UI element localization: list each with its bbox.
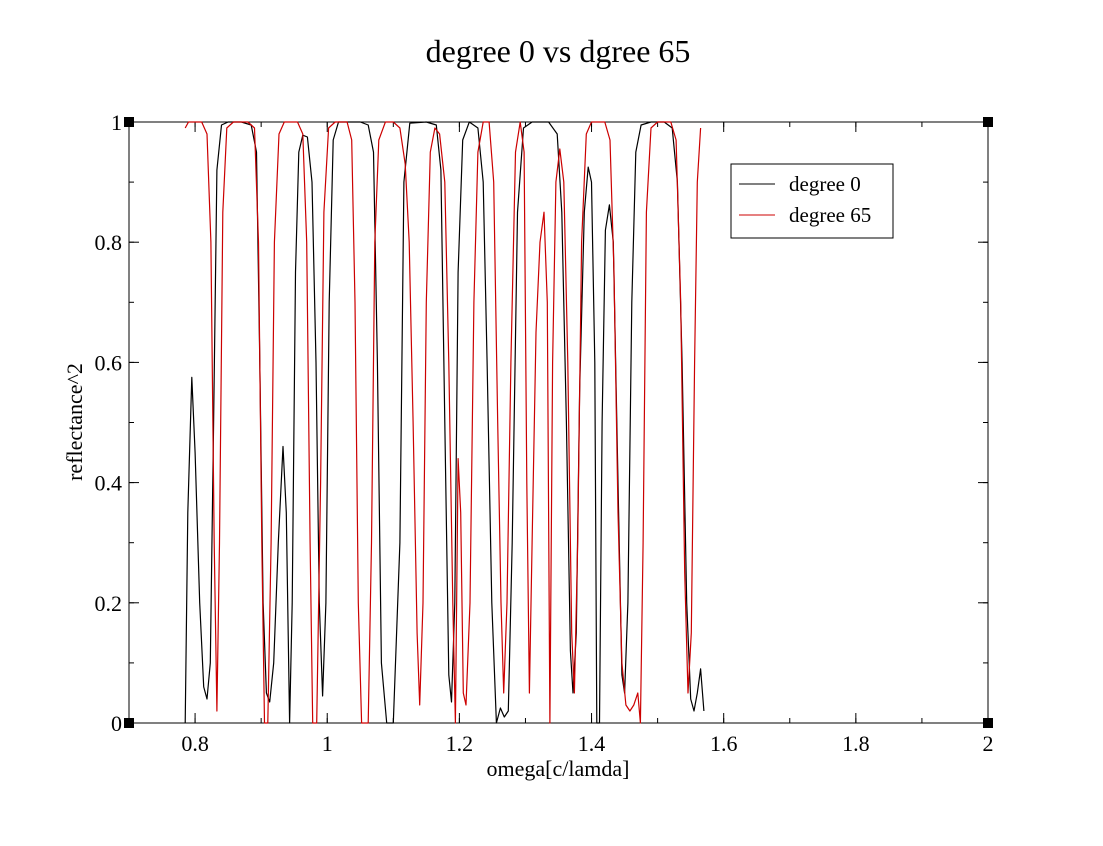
x-tick-label: 1.2	[446, 731, 474, 756]
corner-mark	[124, 117, 134, 127]
corner-marks	[124, 117, 993, 728]
legend-label-degree-65: degree 65	[789, 203, 871, 227]
y-tick-label: 0.6	[95, 350, 123, 375]
corner-mark	[983, 718, 993, 728]
x-tick-label: 0.8	[181, 731, 209, 756]
x-tick-label: 1.4	[578, 731, 606, 756]
y-axis-ticks: 0 0.2 0.4 0.6 0.8 1	[95, 110, 988, 736]
chart-title: degree 0 vs dgree 65	[426, 33, 691, 69]
y-tick-label: 0	[111, 711, 122, 736]
legend: degree 0 degree 65	[730, 163, 894, 239]
x-tick-label: 1.8	[842, 731, 870, 756]
x-axis-ticks: 0.8 1 1.2 1.4 1.6 1.8 2	[128, 122, 994, 756]
series-layer	[184, 121, 705, 724]
corner-mark	[124, 718, 134, 728]
y-tick-label: 1	[111, 110, 122, 135]
corner-mark	[983, 117, 993, 127]
x-axis-label: omega[c/lamda]	[487, 756, 630, 781]
legend-label-degree-0: degree 0	[789, 172, 861, 196]
y-tick-label: 0.4	[95, 471, 123, 496]
y-tick-label: 0.8	[95, 230, 123, 255]
x-tick-label: 1.6	[710, 731, 738, 756]
y-axis-label: reflectance^2	[62, 363, 87, 481]
y-tick-label: 0.2	[95, 591, 123, 616]
legend-box	[730, 163, 894, 239]
x-tick-label: 1	[322, 731, 333, 756]
series-line-degree-65	[184, 121, 702, 724]
x-tick-label: 2	[983, 731, 994, 756]
